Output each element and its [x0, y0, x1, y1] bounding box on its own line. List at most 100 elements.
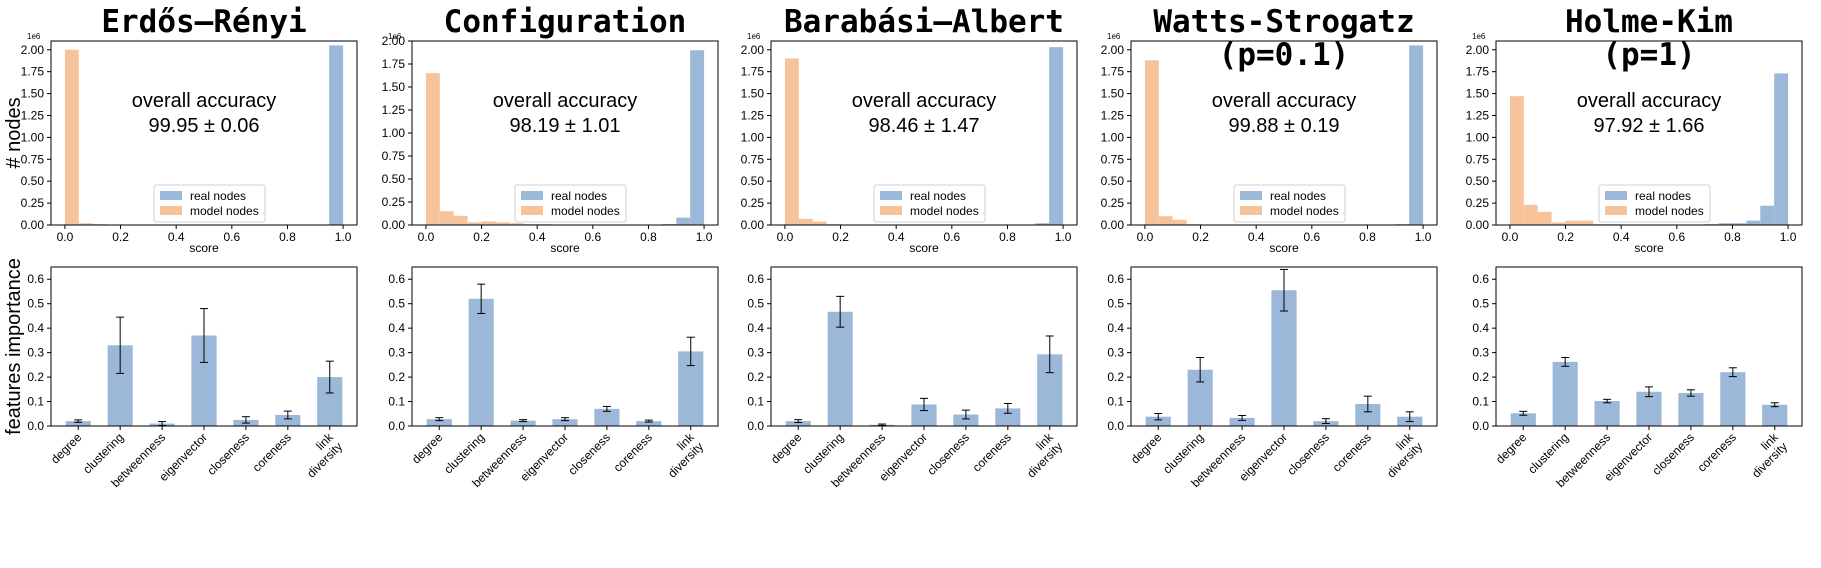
y-tick-label: 1.50 [741, 87, 765, 101]
y-tick-label: 0.4 [1107, 321, 1124, 335]
panel-title: Configuration [444, 4, 687, 40]
real-nodes-bar [1049, 47, 1064, 226]
y-tick-label: 0.25 [382, 195, 406, 209]
x-tick-label: 0.0 [1137, 230, 1154, 244]
feature-label: closeness [1284, 430, 1332, 478]
y-multiplier: 1e6 [747, 32, 761, 41]
model-nodes-bar [1158, 216, 1173, 225]
x-tick-label: 0.6 [584, 230, 601, 244]
importance-bar [1552, 361, 1578, 426]
importance-bar [594, 408, 620, 426]
accuracy-label: overall accuracy [132, 90, 277, 112]
feature-label: coreness [970, 430, 1014, 474]
importance-bar [426, 419, 452, 426]
y-tick-label: 1.25 [382, 103, 406, 117]
feature-label: coreness [1695, 430, 1739, 474]
x-axis-label: score [1634, 241, 1664, 255]
legend-swatch-real [880, 191, 902, 200]
histogram: 0.0 0.2 0.4 0.6 0.8 1.0 score 0.00 0.25 0.50 0.75 1… [3, 32, 358, 255]
legend-swatch-real [1240, 191, 1262, 200]
importance-bar [995, 408, 1021, 426]
feature-label-line: degree [1128, 430, 1165, 467]
y-tick-label: 0.3 [747, 346, 764, 360]
y-tick-label: 0.75 [1101, 152, 1125, 166]
legend-swatch-model [160, 206, 182, 215]
y-tick-label: 1.50 [1466, 87, 1490, 101]
importance-chart: degreeclusteringbetweennesseigenvectorcl… [747, 266, 1078, 490]
histogram-frame [770, 40, 1078, 226]
y-tick-label: 1.75 [21, 65, 45, 79]
importance-bar [1145, 416, 1171, 426]
feature-label-line: closeness [924, 430, 972, 478]
y-tick-label: 1.00 [1466, 130, 1490, 144]
y-tick-label: 0.25 [741, 196, 765, 210]
x-tick-label: 1.0 [696, 230, 713, 244]
feature-label: linkdiversity [656, 430, 707, 481]
y-tick-label: 0.2 [27, 370, 44, 384]
legend-swatch-model [521, 206, 543, 215]
model-nodes-bar [798, 218, 813, 225]
x-tick-label: 0.2 [473, 230, 490, 244]
feature-label-line: coreness [970, 430, 1014, 474]
x-tick-label: 0.6 [1668, 230, 1685, 244]
panel-title: Holme-Kim [1565, 4, 1733, 40]
model-nodes-bar [495, 222, 510, 225]
panel-title-line2: (p=1) [1602, 37, 1695, 73]
legend-label-real: real nodes [190, 189, 246, 203]
y-tick-label: 1.75 [1101, 65, 1125, 79]
y-tick-label: 0.2 [1472, 370, 1489, 384]
x-tick-label: 0.8 [640, 230, 657, 244]
x-tick-label: 0.2 [832, 230, 849, 244]
y-tick-label: 0.5 [1107, 297, 1124, 311]
y-tick-label: 0.50 [741, 174, 765, 188]
feature-label: degree [1493, 430, 1530, 467]
feature-label-line: degree [768, 430, 805, 467]
y-tick-label: 1.00 [741, 130, 765, 144]
feature-label-line: coreness [1695, 430, 1739, 474]
importance-bar [1636, 391, 1662, 426]
x-tick-label: 0.0 [777, 230, 794, 244]
histogram-frame [1130, 40, 1438, 226]
importance-bar [1355, 403, 1381, 426]
y-tick-label: 0.75 [382, 149, 406, 163]
y-tick-label: 0.50 [382, 172, 406, 186]
y-tick-label: 0.2 [388, 370, 405, 384]
y-tick-label: 0.1 [747, 395, 764, 409]
importance-bar [911, 404, 937, 426]
accuracy-label: overall accuracy [852, 90, 997, 112]
y-tick-label: 0.50 [1101, 174, 1125, 188]
histogram: 0.0 0.2 0.4 0.6 0.8 1.0 score 0.00 0.25 0.50 0.75 1… [1101, 32, 1438, 255]
legend-swatch-real [521, 191, 543, 200]
y-tick-label: 0.1 [1107, 395, 1124, 409]
histogram: 0.0 0.2 0.4 0.6 0.8 1.0 score 0.00 0.25 0.50 0.75 1… [1466, 32, 1803, 255]
y-multiplier: 1e6 [27, 32, 41, 41]
y-tick-label: 0.00 [21, 218, 45, 232]
legend-label-real: real nodes [551, 189, 607, 203]
y-tick-label: 0.5 [1472, 297, 1489, 311]
y-tick-label: 0.50 [1466, 174, 1490, 188]
real-nodes-bar [1760, 205, 1775, 225]
importance-bar [1720, 372, 1746, 426]
model-nodes-bar [425, 73, 440, 225]
real-nodes-bar [690, 50, 705, 226]
x-tick-label: 0.8 [1724, 230, 1741, 244]
real-nodes-bar [329, 45, 344, 225]
feature-label-line: degree [409, 430, 446, 467]
real-nodes-bar [1409, 45, 1424, 225]
y-tick-label: 0.00 [741, 218, 765, 232]
y-tick-label: 1.25 [1101, 108, 1125, 122]
y-tick-label: 0.25 [1466, 196, 1490, 210]
feature-label: closeness [1649, 430, 1697, 478]
y-tick-label: 0.4 [747, 321, 764, 335]
y-tick-label: 2.00 [21, 43, 45, 57]
model-nodes-bar [509, 223, 524, 225]
x-tick-label: 0.8 [279, 230, 296, 244]
feature-label: degree [1128, 430, 1165, 467]
x-tick-label: 0.6 [943, 230, 960, 244]
importance-chart: degreeclusteringbetweennesseigenvectorcl… [1107, 266, 1438, 490]
accuracy-value: 99.95 ± 0.06 [148, 115, 259, 137]
y-tick-label: 0.2 [1107, 370, 1124, 384]
